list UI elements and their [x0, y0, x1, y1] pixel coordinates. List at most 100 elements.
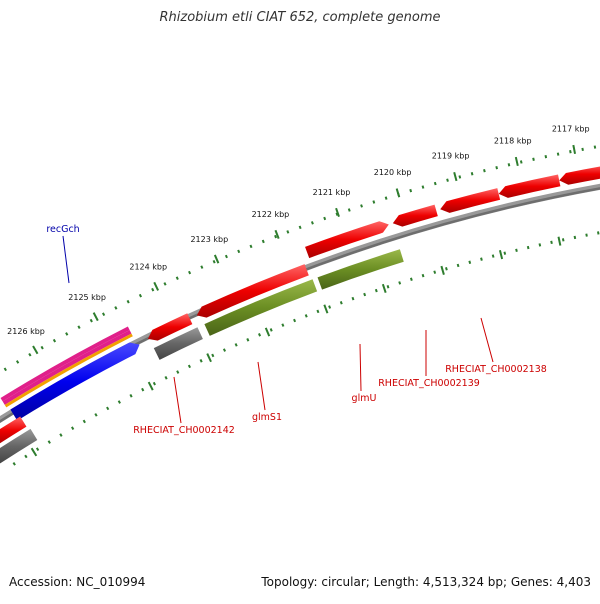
outer-scale-dot — [175, 276, 179, 280]
outer-scale-dot — [89, 318, 93, 323]
outer-scale-dot — [495, 165, 498, 170]
outer-scale-dot — [286, 230, 290, 234]
inner-scale-dot — [328, 305, 332, 309]
scale-tick — [213, 254, 220, 264]
cds-arrow — [440, 188, 501, 213]
outer-scale-dot — [3, 367, 7, 372]
scale-tick-label: 2120 kbp — [374, 168, 412, 177]
scale-tick — [514, 156, 519, 167]
outer-scale-dot — [237, 249, 241, 254]
product-bar — [204, 279, 318, 336]
inner-scale-dot — [468, 260, 472, 264]
outer-scale-dot — [507, 163, 511, 167]
backbone-line — [0, 183, 600, 424]
inner-scale-dot — [258, 333, 262, 337]
inner-scale-dot — [409, 277, 413, 281]
outer-scale-dot — [212, 259, 216, 264]
gene-label-leader — [257, 361, 266, 411]
outer-scale-dot — [261, 239, 265, 244]
gene-label-leader — [359, 343, 362, 392]
cds-arrow — [0, 416, 27, 444]
inner-scale-dot — [538, 243, 542, 247]
inner-scale-dot — [339, 301, 343, 305]
inner-scale-dot — [445, 267, 448, 271]
inner-scale-dot — [515, 248, 518, 253]
inner-scale-dot — [106, 406, 110, 411]
genome-summary-text: Topology: circular; Length: 4,513,324 bp… — [261, 575, 591, 589]
outer-scale-dot — [102, 312, 106, 317]
cds-arrow — [559, 166, 600, 185]
recGch-pink-bar — [2, 330, 132, 405]
outer-scale-dot — [40, 345, 44, 350]
gene-label-leader — [480, 317, 494, 363]
map-title: Rhizobium etli CIAT 652, complete genome — [159, 10, 441, 25]
gene-label: glmS1 — [252, 412, 282, 423]
inner-scale-dot — [129, 393, 133, 398]
outer-scale-dot — [15, 360, 20, 364]
inner-scale-dot — [211, 353, 215, 358]
recGch-orange-bar — [4, 333, 133, 408]
outer-scale-dot — [65, 332, 69, 336]
gene-label: glmU — [352, 393, 377, 404]
inner-scale-dot — [117, 400, 121, 404]
outer-scale-dot — [114, 306, 118, 310]
inner-scale-dot — [316, 309, 320, 314]
outer-scale-dot — [556, 152, 560, 156]
cds-arrow — [147, 313, 193, 341]
inner-scale-dot — [363, 292, 367, 297]
scale-tick — [395, 188, 401, 198]
inner-scale-dot — [398, 281, 402, 285]
inner-scale-dot — [550, 240, 553, 245]
inner-scale-dot — [222, 348, 227, 352]
gene-label: RHECIAT_CH0002138 — [445, 364, 547, 375]
inner-scale-dot — [187, 364, 191, 369]
inner-scale-dot — [526, 245, 530, 250]
gene-label-leader — [62, 235, 70, 284]
outer-scale-dot — [519, 160, 523, 164]
outer-scale-dot — [163, 282, 167, 286]
inner-scale-tick — [440, 265, 445, 275]
inner-scale-dot — [293, 318, 297, 323]
outer-scale-dot — [360, 204, 363, 208]
outer-scale-dot — [458, 175, 462, 179]
scale-tick — [92, 312, 99, 322]
outer-scale-dot — [323, 216, 327, 221]
recGch-blue-arrow — [10, 342, 140, 421]
inner-scale-dot — [596, 231, 600, 235]
inner-scale-dot — [71, 426, 75, 431]
inner-scale-dot — [176, 370, 180, 374]
inner-scale-tick — [147, 381, 154, 391]
outer-scale-dot — [409, 188, 413, 193]
inner-scale-dot — [491, 254, 495, 258]
inner-scale-dot — [269, 328, 273, 332]
inner-scale-dot — [234, 343, 238, 347]
outer-scale-dot — [446, 178, 449, 182]
outer-scale-dot — [249, 244, 253, 249]
inner-scale-dot — [351, 296, 355, 301]
scale-tick-label: 2121 kbp — [313, 188, 351, 197]
outer-scale-dot — [224, 254, 228, 259]
inner-scale-dot — [585, 233, 588, 237]
scale-tick-label: 2119 kbp — [432, 152, 470, 161]
inner-scale-dot — [94, 413, 98, 417]
inner-scale-dot — [433, 270, 437, 274]
outer-scale-dot — [52, 338, 57, 343]
inner-scale-tick — [30, 447, 38, 457]
outer-scale-dot — [310, 221, 314, 225]
outer-scale-dot — [544, 154, 548, 159]
outer-scale-dot — [77, 325, 81, 330]
scale-tick-label: 2124 kbp — [129, 263, 167, 272]
gene-label: recGch — [46, 224, 79, 235]
inner-scale-dot — [82, 419, 86, 424]
scale-tick-label: 2117 kbp — [552, 124, 590, 133]
scale-tick-label: 2123 kbp — [190, 235, 228, 244]
scale-tick — [274, 229, 280, 239]
scale-tick — [335, 207, 340, 217]
gene-bar — [0, 428, 38, 464]
inner-scale-dot — [561, 238, 565, 242]
outer-scale-dot — [569, 150, 572, 154]
inner-scale-dot — [164, 376, 168, 380]
inner-scale-dot — [24, 454, 28, 459]
